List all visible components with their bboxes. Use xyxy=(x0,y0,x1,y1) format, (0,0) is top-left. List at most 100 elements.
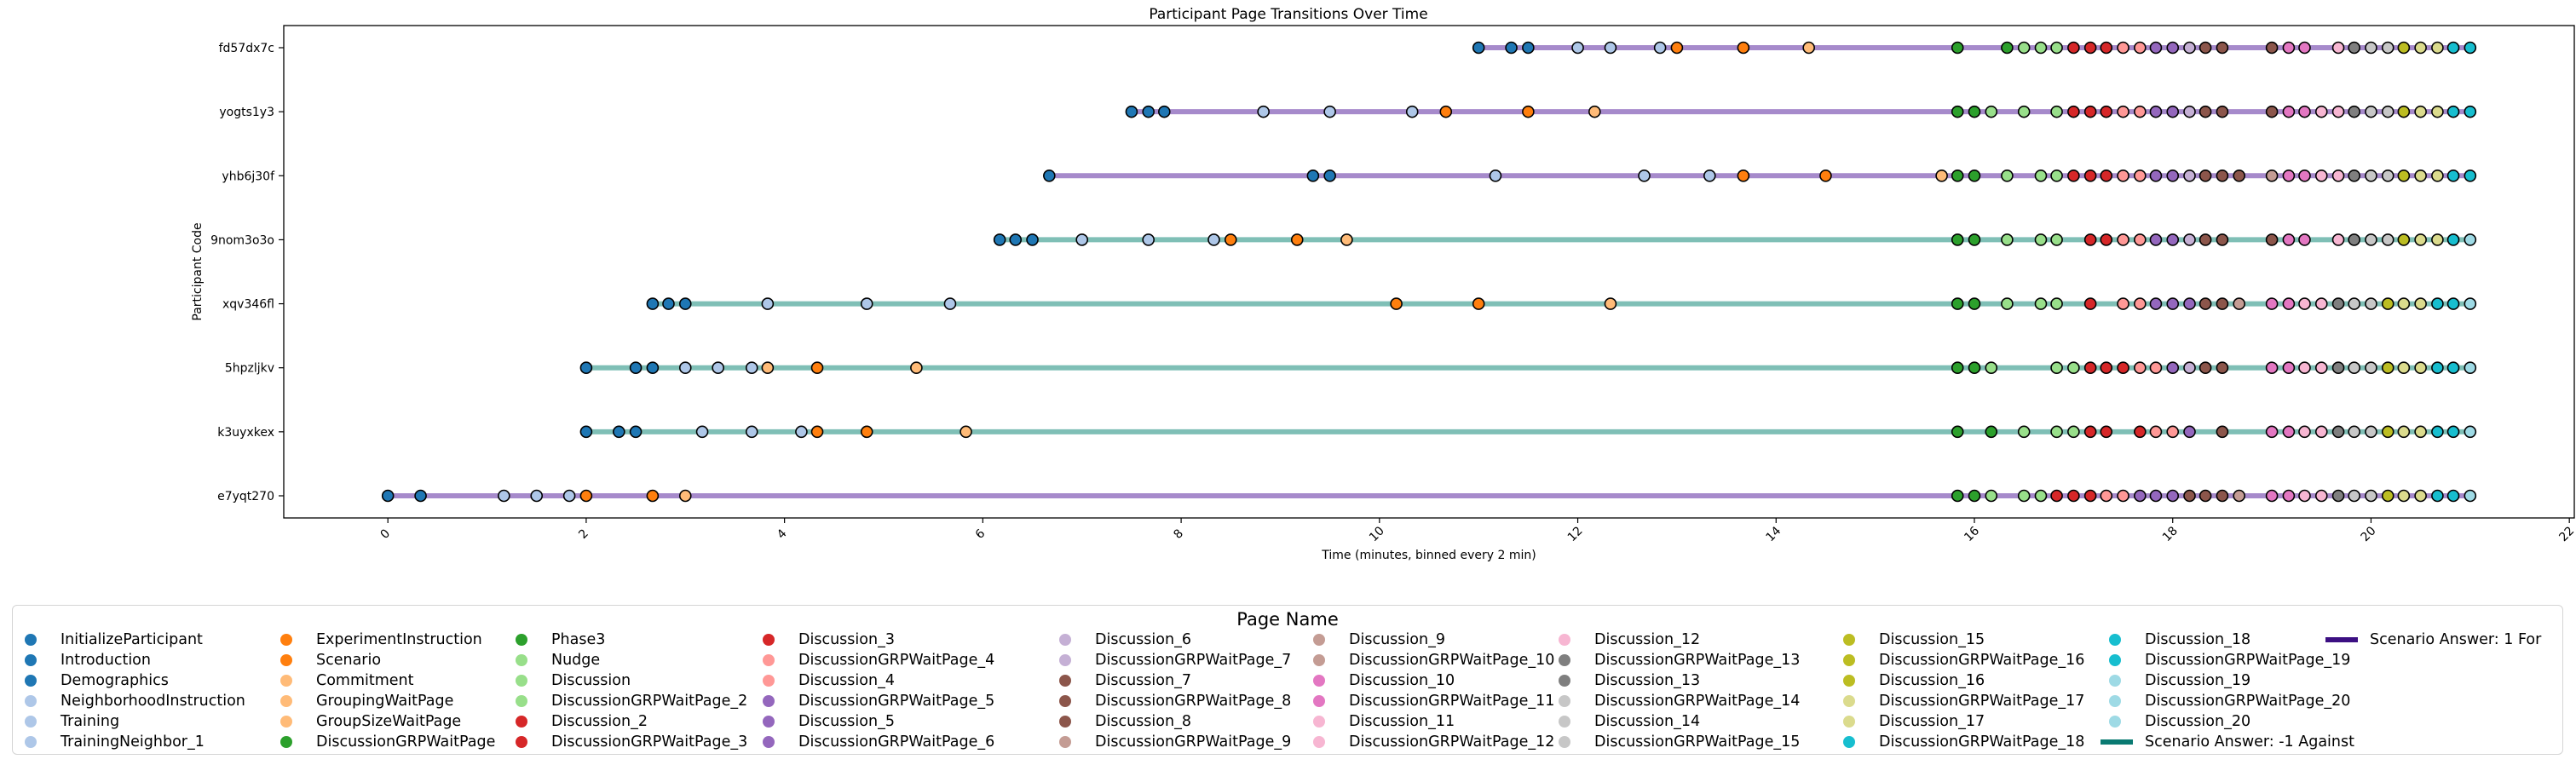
point-xqv346fl-Discussion_18 xyxy=(2446,297,2460,310)
point-k3uyxkex-DiscussionGRPWaitPage_18 xyxy=(2431,425,2444,439)
legend-item: DiscussionGRPWaitPage_5 xyxy=(751,691,994,711)
legend-item: Demographics xyxy=(13,670,245,691)
legend-marker-swatch xyxy=(516,716,527,728)
point-9nom3o3o-Nudge xyxy=(2001,233,2014,246)
point-k3uyxkex-DiscussionGRPWaitPage_2 xyxy=(2067,425,2080,439)
legend-item: DiscussionGRPWaitPage_6 xyxy=(751,732,994,752)
y-axis-label: Participant Code xyxy=(191,222,205,320)
point-5hpzljkv-DiscussionGRPWaitPage_18 xyxy=(2431,361,2444,375)
point-yogts1y3-Discussion_18 xyxy=(2464,105,2477,118)
point-fd57dx7c-DiscussionGRPWaitPage xyxy=(1951,41,1964,55)
point-9nom3o3o-DiscussionGRPWaitPage_18 xyxy=(2446,233,2460,246)
point-yogts1y3-DiscussionGRPWaitPage_12 xyxy=(2331,105,2345,118)
point-k3uyxkex-ExperimentInstruction xyxy=(810,425,824,439)
point-xqv346fl-DiscussionGRPWaitPage_2 xyxy=(2050,297,2063,310)
legend-label: DiscussionGRPWaitPage_17 xyxy=(1879,693,2085,710)
legend: Page Name InitializeParticipant Introduct… xyxy=(12,605,2563,755)
point-fd57dx7c-Discussion_17 xyxy=(2431,41,2444,55)
legend-item: DiscussionGRPWaitPage_8 xyxy=(1047,691,1291,711)
point-yogts1y3-DiscussionGRPWaitPage_4 xyxy=(2117,105,2129,118)
point-yhb6j30f-Discussion xyxy=(2034,169,2048,182)
legend-label: Discussion_7 xyxy=(1095,672,1191,689)
point-yhb6j30f-DiscussionGRPWaitPage_15 xyxy=(2381,169,2394,182)
legend-label: Discussion_19 xyxy=(2145,672,2251,689)
point-fd57dx7c-Discussion_18 xyxy=(2464,41,2477,55)
point-yhb6j30f-Introduction xyxy=(1306,169,1320,182)
legend-marker-swatch xyxy=(763,695,775,707)
point-k3uyxkex-NeighborhoodInstruction xyxy=(695,425,709,439)
legend-item: Discussion_18 xyxy=(2097,630,2354,650)
point-5hpzljkv-Discussion_20 xyxy=(2464,361,2477,375)
point-xqv346fl-DiscussionGRPWaitPage_18 xyxy=(2431,297,2444,310)
legend-item: Commitment xyxy=(268,670,495,691)
point-yhb6j30f-Discussion_18 xyxy=(2464,169,2477,182)
point-9nom3o3o-Discussion_14 xyxy=(2365,233,2377,246)
point-xqv346fl-Discussion_14 xyxy=(2348,297,2360,310)
legend-label: DiscussionGRPWaitPage_11 xyxy=(1349,693,1555,710)
point-e7yqt270-DiscussionGRPWaitPage_6 xyxy=(2166,489,2180,503)
point-fd57dx7c-Discussion_3 xyxy=(2100,41,2113,55)
legend-marker-swatch xyxy=(2109,716,2121,728)
point-9nom3o3o-DiscussionGRPWaitPage_11 xyxy=(2298,233,2311,246)
point-k3uyxkex-Commitment xyxy=(960,425,972,439)
legend-marker-swatch xyxy=(1313,675,1325,687)
point-yogts1y3-Nudge xyxy=(1985,105,1998,118)
legend-label: Discussion_9 xyxy=(1349,631,1445,648)
legend-marker-swatch xyxy=(1559,736,1570,748)
point-e7yqt270-Discussion_18 xyxy=(2446,489,2460,503)
legend-marker-swatch xyxy=(1559,695,1570,707)
point-k3uyxkex-Discussion_20 xyxy=(2464,425,2477,439)
legend-marker-swatch xyxy=(1559,654,1570,666)
point-9nom3o3o-Introduction xyxy=(1009,233,1023,246)
point-9nom3o3o-DiscussionGRPWaitPage xyxy=(1951,233,1964,246)
point-yhb6j30f-DiscussionGRPWaitPage_8 xyxy=(2216,169,2229,182)
point-5hpzljkv-DiscussionGRPWaitPage_5 xyxy=(2166,361,2180,375)
point-e7yqt270-TrainingNeighbor_1 xyxy=(562,489,576,503)
point-fd57dx7c-DiscussionGRPWaitPage_5 xyxy=(2149,41,2163,55)
point-e7yqt270-Discussion_4 xyxy=(2117,489,2129,503)
y-tick-label-xqv346fl: xqv346fl xyxy=(222,298,274,312)
point-yhb6j30f-DiscussionGRPWaitPage_4 xyxy=(2117,169,2129,182)
legend-marker-swatch xyxy=(763,736,775,748)
y-tick-label-9nom3o3o: 9nom3o3o xyxy=(210,233,274,247)
point-fd57dx7c-DiscussionGRPWaitPage_4 xyxy=(2117,41,2129,55)
point-e7yqt270-InitializeParticipant xyxy=(381,489,395,503)
legend-item: DiscussionGRPWaitPage_17 xyxy=(1831,691,2084,711)
legend-item: DiscussionGRPWaitPage_12 xyxy=(1301,732,1554,752)
point-5hpzljkv-Discussion_7 xyxy=(2199,361,2212,375)
point-yhb6j30f-Discussion_3 xyxy=(2100,169,2113,182)
legend-label: Discussion_11 xyxy=(1349,713,1455,730)
point-9nom3o3o-InitializeParticipant xyxy=(993,233,1006,246)
point-e7yqt270-Discussion_15 xyxy=(2381,489,2394,503)
point-yogts1y3-DiscussionGRPWaitPage_2 xyxy=(2050,105,2063,118)
legend-item: DiscussionGRPWaitPage_14 xyxy=(1547,691,1800,711)
legend-item: Discussion_17 xyxy=(1831,711,2084,732)
point-fd57dx7c-DiscussionGRPWaitPage_8 xyxy=(2216,41,2229,55)
point-yogts1y3-Discussion_7 xyxy=(2199,105,2212,118)
point-9nom3o3o-DiscussionGRPWaitPage_5 xyxy=(2149,233,2163,246)
legend-item: DiscussionGRPWaitPage_3 xyxy=(504,732,747,752)
legend-marker-swatch xyxy=(280,675,292,687)
x-tick-label: 16 xyxy=(1962,524,1982,544)
legend-item: InitializeParticipant xyxy=(13,630,245,650)
point-e7yqt270-Discussion_20 xyxy=(2464,489,2477,503)
point-fd57dx7c-Scenario xyxy=(1737,41,1750,55)
point-5hpzljkv-Demographics xyxy=(646,361,660,375)
legend-marker-swatch xyxy=(280,736,292,748)
point-yhb6j30f-Phase3 xyxy=(1968,169,1981,182)
point-fd57dx7c-Discussion_14 xyxy=(2365,41,2377,55)
point-fd57dx7c-Discussion_6 xyxy=(2183,41,2196,55)
legend-marker-swatch xyxy=(280,716,292,728)
legend-item: ExperimentInstruction xyxy=(268,630,495,650)
point-fd57dx7c-Introduction xyxy=(1505,41,1518,55)
legend-marker-swatch xyxy=(1313,634,1325,646)
point-fd57dx7c-Discussion_15 xyxy=(2397,41,2411,55)
point-9nom3o3o-DiscussionGRPWaitPage_13 xyxy=(2348,233,2360,246)
point-e7yqt270-DiscussionGRPWaitPage_8 xyxy=(2199,489,2212,503)
point-yhb6j30f-DiscussionGRPWaitPage_11 xyxy=(2298,169,2311,182)
legend-column: Discussion_9 DiscussionGRPWaitPage_10 Disc… xyxy=(1301,630,1554,752)
point-fd57dx7c-InitializeParticipant xyxy=(1472,41,1485,55)
point-k3uyxkex-Discussion xyxy=(2050,425,2063,439)
point-k3uyxkex-Discussion_14 xyxy=(2348,425,2360,439)
x-tick-label: 0 xyxy=(378,526,394,542)
